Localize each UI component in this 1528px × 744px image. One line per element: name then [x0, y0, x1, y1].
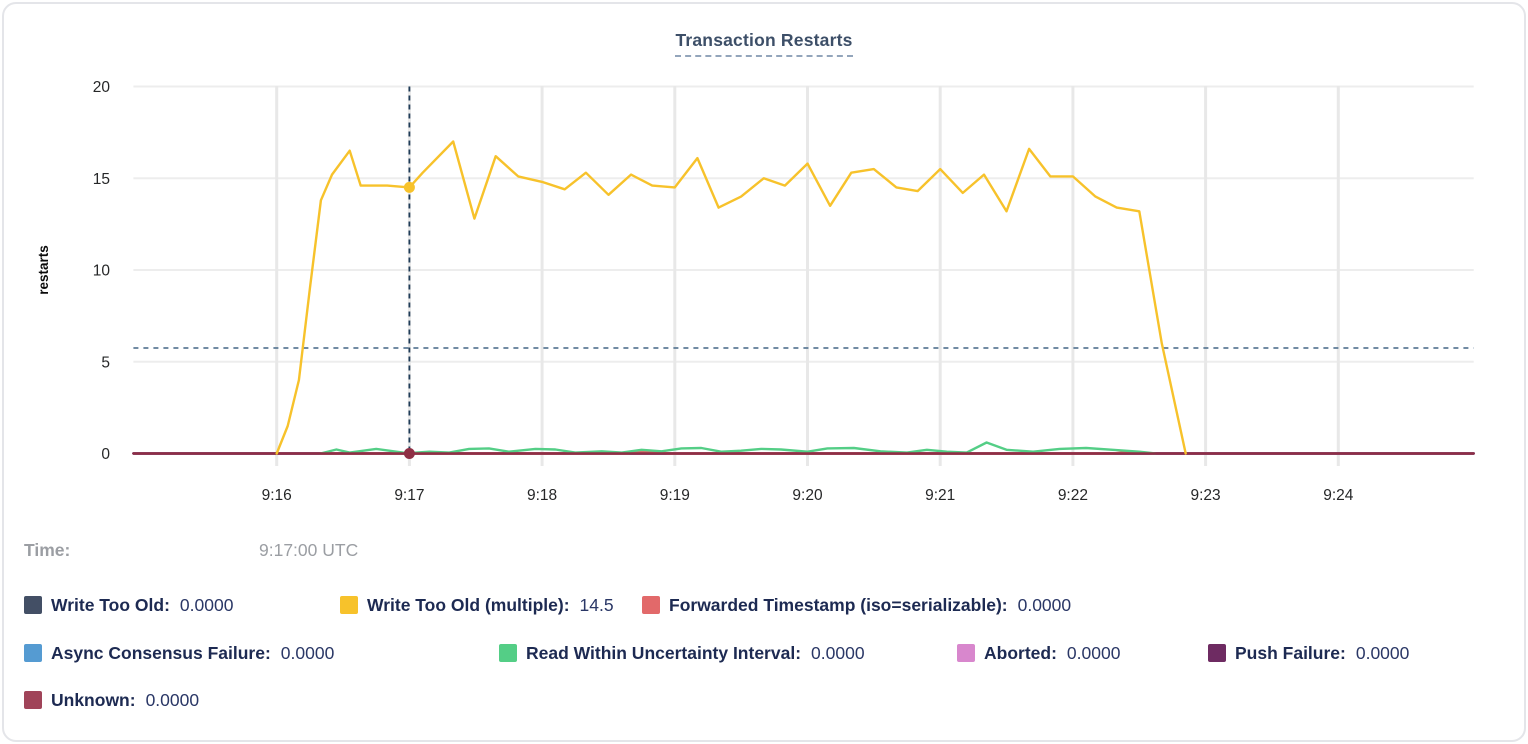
x-tick-label: 9:21 — [925, 487, 955, 504]
x-tick-label: 9:20 — [792, 487, 823, 504]
y-tick-label: 0 — [101, 446, 110, 463]
legend-item: Forwarded Timestamp (iso=serializable): 0… — [642, 594, 1071, 616]
legend-item: Push Failure: 0.0000 — [1208, 642, 1409, 664]
legend-row: Async Consensus Failure: 0.0000 Read Withi… — [4, 642, 1524, 668]
legend-value: 14.5 — [579, 594, 614, 615]
legend-label: Forwarded Timestamp (iso=serializable): — [669, 594, 1008, 615]
legend-label: Push Failure: — [1235, 642, 1346, 663]
legend-item: Write Too Old (multiple): 14.5 — [340, 594, 614, 616]
y-tick-label: 20 — [93, 79, 111, 96]
chart-title[interactable]: Transaction Restarts — [675, 30, 853, 57]
legend-value: 0.0000 — [1355, 642, 1410, 663]
x-tick-label: 9:19 — [660, 487, 690, 504]
y-tick-label: 15 — [93, 171, 110, 188]
legend-value: 0.0000 — [280, 642, 335, 663]
legend-label: Aborted: — [984, 642, 1057, 663]
legend-label: Read Within Uncertainty Interval: — [526, 642, 802, 663]
x-tick-label: 9:17 — [394, 487, 424, 504]
legend-value: 0.0000 — [179, 594, 234, 615]
legend-value: 0.0000 — [145, 689, 200, 710]
hover-dot-write-too-old-multiple- — [403, 181, 415, 193]
legend-label: Unknown: — [51, 689, 136, 710]
x-tick-label: 9:23 — [1191, 487, 1221, 504]
y-tick-label: 5 — [101, 354, 110, 371]
legend-label: Async Consensus Failure: — [51, 642, 271, 663]
chart-title-wrap: Transaction Restarts — [4, 30, 1524, 57]
legend-label: Write Too Old (multiple): — [367, 594, 570, 615]
legend-swatch — [24, 596, 42, 614]
x-tick-label: 9:22 — [1058, 487, 1088, 504]
legend-value: 0.0000 — [1066, 642, 1121, 663]
hover-time-row: Time: 9:17:00 UTC — [4, 540, 1524, 566]
legend-value: 0.0000 — [811, 642, 865, 663]
x-tick-label: 9:24 — [1323, 487, 1354, 504]
legend-item: Async Consensus Failure: 0.0000 — [24, 642, 334, 664]
series-line-read-within-uncertainty-interval — [319, 441, 1157, 455]
transaction-restarts-chart[interactable]: 0 5 10 15 20 9:16 9:17 9:18 9:19 9:20 9:21 9:22 9:23… — [4, 4, 1526, 516]
legend-swatch — [24, 644, 42, 662]
legend-item: Unknown: 0.0000 — [24, 689, 199, 711]
series-line-write-too-old-multiple- — [275, 140, 1187, 455]
time-label: Time: — [24, 540, 71, 560]
hover-dot-unknown — [403, 448, 415, 459]
y-tick-label: 10 — [93, 263, 111, 280]
legend-item: Read Within Uncertainty Interval: 0.0000 — [499, 642, 865, 664]
legend-item: Aborted: 0.0000 — [957, 642, 1120, 664]
legend-swatch — [1208, 644, 1226, 662]
x-tick-label: 9:16 — [262, 487, 292, 504]
legend-swatch — [24, 691, 42, 709]
legend-swatch — [340, 596, 358, 614]
legend-row: Write Too Old: 0.0000 Write Too Old (multi… — [4, 594, 1524, 620]
legend-item: Write Too Old: 0.0000 — [24, 594, 233, 616]
y-axis-label: restarts — [36, 245, 51, 295]
time-value: 9:17:00 UTC — [259, 540, 359, 560]
legend-swatch — [957, 644, 975, 662]
legend-swatch — [642, 596, 660, 614]
legend-value: 0.0000 — [1017, 594, 1072, 615]
legend-row: Unknown: 0.0000 — [4, 689, 1524, 715]
legend-swatch — [499, 644, 517, 662]
legend-label: Write Too Old: — [51, 594, 170, 615]
x-tick-label: 9:18 — [527, 487, 557, 504]
